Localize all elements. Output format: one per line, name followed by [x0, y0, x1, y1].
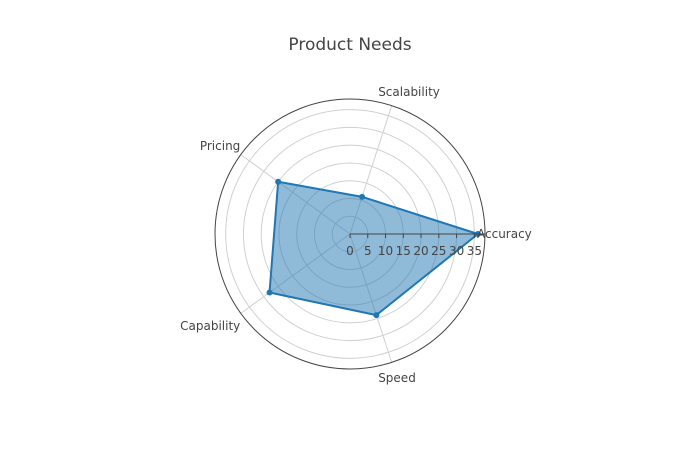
radial-axis: 0 5 10 15 20 25 30 35	[346, 233, 485, 258]
chart-title: Product Needs	[288, 35, 411, 55]
data-point	[359, 193, 366, 200]
category-label: Pricing	[200, 139, 240, 153]
radial-tick-label: 25	[431, 244, 446, 258]
radial-tick-label: 15	[396, 244, 411, 258]
series-area	[268, 180, 479, 317]
category-label: Capability	[180, 319, 240, 333]
category-labels: Accuracy Scalability Pricing Capability Spee…	[180, 85, 532, 385]
radial-tick-label: 35	[467, 244, 482, 258]
data-point	[275, 178, 282, 185]
radial-tick-label: 30	[449, 244, 464, 258]
radial-tick-label: 0	[346, 244, 354, 258]
radial-tick-label: 10	[378, 244, 393, 258]
radial-tick-label: 5	[364, 244, 372, 258]
series-layer	[266, 178, 481, 319]
data-point	[373, 312, 380, 319]
data-point	[266, 289, 273, 296]
radial-tick-label: 20	[413, 244, 428, 258]
category-label: Accuracy	[477, 227, 532, 241]
category-label: Scalability	[378, 85, 440, 99]
category-label: Speed	[378, 371, 416, 385]
